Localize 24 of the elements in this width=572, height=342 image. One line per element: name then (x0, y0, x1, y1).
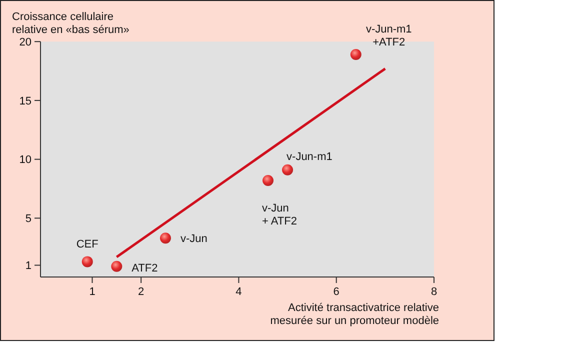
y-tick-label: 5 (25, 213, 32, 225)
x-axis-title: Activité transactivatrice relative mesurée sur un promoteur modèle (270, 302, 439, 327)
y-tick-label: 20 (19, 36, 32, 48)
x-tick-label: 6 (333, 286, 340, 298)
point (262, 174, 274, 186)
point (160, 232, 171, 244)
x-tick-label: 1 (89, 286, 96, 298)
annotation: v-Jun + ATF2 (262, 202, 297, 228)
y-tick-label: 1 (25, 260, 32, 272)
y-tick-label: 10 (19, 154, 32, 166)
point (282, 164, 294, 176)
annotation: v-Jun-m1 +ATF2 (366, 24, 412, 49)
x-tick-label: 4 (236, 286, 242, 298)
x-tick-label: 8 (430, 286, 438, 298)
y-axis-title: Croissance cellulaire relative en «bas sérum» (12, 11, 130, 36)
annotation: CEF (76, 238, 99, 251)
point (82, 256, 93, 268)
point (350, 49, 362, 60)
y-tick-label: 15 (19, 95, 32, 108)
x-tick-label: 2 (138, 286, 144, 298)
annotation: v-Jun (180, 233, 208, 246)
point (111, 260, 122, 272)
annotation: v-Jun-m1 (286, 150, 332, 163)
annotation: ATF2 (132, 262, 158, 274)
